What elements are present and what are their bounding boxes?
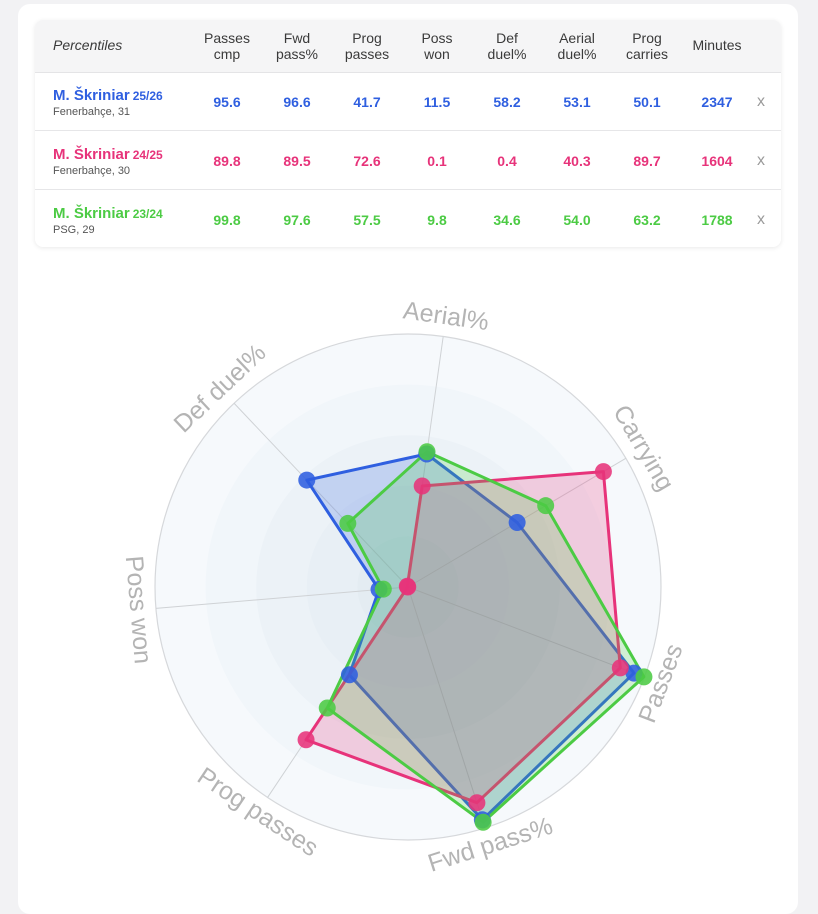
value-cell: 9.8 [427, 212, 447, 228]
minutes-cell: 1788 [701, 212, 733, 228]
value-cell: 0.1 [427, 153, 447, 169]
radar-axis-line [407, 586, 645, 678]
radar-data-point[interactable] [340, 666, 358, 684]
header-aerial-duel[interactable]: Aerial duel% [557, 30, 597, 62]
value-cell: 41.7 [353, 94, 381, 110]
value-cell: 50.1 [633, 94, 661, 110]
radar-series-area [305, 452, 636, 822]
value-cell: 89.8 [213, 153, 241, 169]
value-cell: 97.6 [283, 212, 311, 228]
header-minutes[interactable]: Minutes [692, 37, 742, 53]
player-name[interactable]: M. Škriniar 25/26 [53, 87, 163, 104]
player-name[interactable]: M. Škriniar 24/25 [53, 146, 163, 163]
value-cell: 53.1 [563, 94, 591, 110]
table-row: M. Škriniar 23/24 PSG, 29 99.8 97.6 57.5 … [35, 190, 781, 247]
header-percentiles: Percentiles [53, 37, 123, 53]
radar-data-point[interactable] [418, 443, 436, 461]
radar-series [297, 443, 653, 831]
header-fwd-pass[interactable]: Fwd pass% [275, 30, 319, 62]
radar-data-point[interactable] [474, 813, 492, 831]
value-cell: 0.4 [497, 153, 517, 169]
player-name[interactable]: M. Škriniar 23/24 [53, 205, 163, 222]
radar-data-point[interactable] [468, 794, 486, 812]
header-passes-cmp[interactable]: Passes cmp [204, 30, 250, 62]
minutes-cell: 1604 [701, 153, 733, 169]
header-prog-carries[interactable]: Prog carries [625, 30, 668, 62]
radar-axis-line [233, 402, 409, 588]
table-row: M. Škriniar 25/26 Fenerbahçe, 31 95.6 96.… [35, 72, 781, 131]
radar-data-point[interactable] [611, 659, 629, 677]
header-poss-won[interactable]: Poss won [421, 30, 453, 62]
radar-data-point[interactable] [635, 668, 653, 686]
table-header: Percentiles Passes cmp Fwd pass% Prog passe… [35, 20, 781, 73]
remove-row-button[interactable]: x [757, 93, 765, 110]
radar-data-point[interactable] [508, 514, 526, 532]
value-cell: 72.6 [353, 153, 381, 169]
radar-data-point[interactable] [594, 463, 612, 481]
header-prog-passes[interactable]: Prog passes [344, 30, 390, 62]
value-cell: 89.5 [283, 153, 311, 169]
remove-row-button[interactable]: x [757, 211, 765, 228]
table-row: M. Škriniar 24/25 Fenerbahçe, 30 89.8 89.… [35, 131, 781, 190]
value-cell: 58.2 [493, 94, 521, 110]
header-def-duel[interactable]: Def duel% [487, 30, 527, 62]
radar-data-point[interactable] [339, 514, 357, 532]
value-cell: 57.5 [353, 212, 381, 228]
player-club: Fenerbahçe, 31 [53, 106, 131, 118]
radar-series-area [325, 450, 646, 824]
value-cell: 89.7 [633, 153, 661, 169]
radar-data-point[interactable] [318, 699, 336, 717]
value-cell: 95.6 [213, 94, 241, 110]
minutes-cell: 2347 [701, 94, 733, 110]
player-club: PSG, 29 [53, 224, 95, 236]
radar-data-point[interactable] [298, 471, 316, 489]
radar-axis-label: Aerial% [401, 296, 490, 336]
radar-data-point[interactable] [413, 477, 431, 495]
radar-data-point[interactable] [374, 580, 392, 598]
radar-data-point[interactable] [297, 731, 315, 749]
radar-data-point[interactable] [537, 497, 555, 515]
value-cell: 34.6 [493, 212, 521, 228]
remove-row-button[interactable]: x [757, 152, 765, 169]
value-cell: 63.2 [633, 212, 661, 228]
value-cell: 54.0 [563, 212, 591, 228]
value-cell: 11.5 [423, 94, 451, 110]
radar-data-point[interactable] [398, 577, 416, 595]
player-club: Fenerbahçe, 30 [53, 165, 131, 177]
radar-axis-label: Poss won [120, 555, 157, 665]
radar-axis-line [407, 586, 486, 829]
value-cell: 99.8 [213, 212, 241, 228]
value-cell: 96.6 [283, 94, 311, 110]
percentiles-table: Percentiles Passes cmp Fwd pass% Prog passe… [35, 20, 781, 247]
value-cell: 40.3 [563, 153, 591, 169]
radar-axis-line [155, 586, 409, 609]
